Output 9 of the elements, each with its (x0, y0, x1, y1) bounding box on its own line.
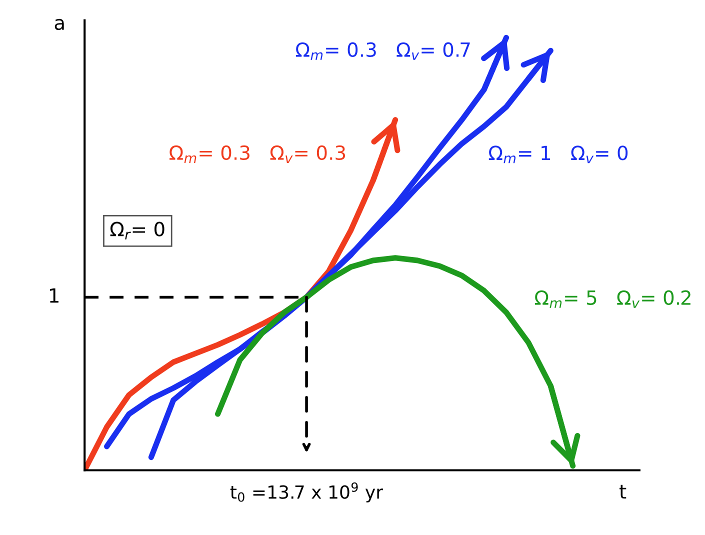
series-label: Ω$_{m}$= 1 Ω$_{v}$= 0 (488, 146, 628, 164)
x-axis-title: t (620, 484, 626, 499)
y-axis-title: a (54, 18, 64, 30)
legend-label: Ω$_{m}$= 0.3 Ω$_{v}$= 0.7 (296, 42, 470, 60)
series-label: Ω$_{m}$= 0.3 Ω$_{v}$= 0.3 (170, 145, 346, 163)
annotation: Ω$_{r}$= 0 (110, 222, 164, 240)
text: 1 (50, 288, 58, 303)
series-label: Ω$_{m}$= 5 Ω$_{v}$= 0.2 (534, 290, 690, 308)
text: t$_{0}$ =13.7 x 10$^{9}$ yr (230, 482, 384, 502)
